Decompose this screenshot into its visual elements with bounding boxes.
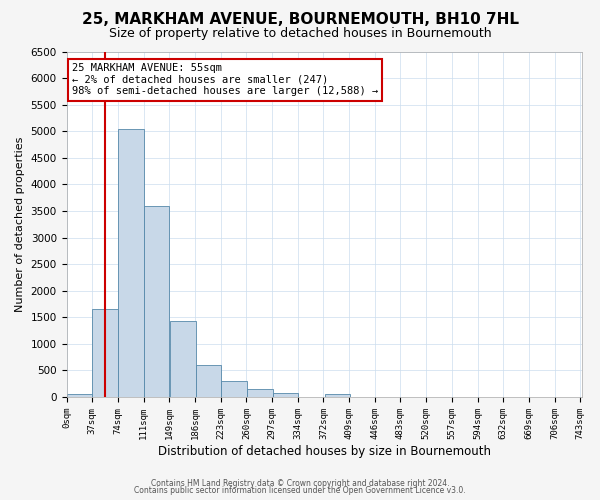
Bar [325, 394, 350, 397]
Bar [92, 310, 118, 397]
Bar [143, 206, 169, 397]
Text: 25, MARKHAM AVENUE, BOURNEMOUTH, BH10 7HL: 25, MARKHAM AVENUE, BOURNEMOUTH, BH10 7H… [82, 12, 518, 28]
Text: 25 MARKHAM AVENUE: 55sqm
← 2% of detached houses are smaller (247)
98% of semi-d: 25 MARKHAM AVENUE: 55sqm ← 2% of detache… [72, 63, 379, 96]
Y-axis label: Number of detached properties: Number of detached properties [15, 136, 25, 312]
Bar [196, 364, 221, 397]
Bar [273, 392, 298, 397]
Bar [118, 128, 143, 397]
Text: Contains public sector information licensed under the Open Government Licence v3: Contains public sector information licen… [134, 486, 466, 495]
Text: Contains HM Land Registry data © Crown copyright and database right 2024.: Contains HM Land Registry data © Crown c… [151, 478, 449, 488]
Bar [170, 322, 196, 397]
Bar [221, 381, 247, 397]
Text: Size of property relative to detached houses in Bournemouth: Size of property relative to detached ho… [109, 28, 491, 40]
Bar [67, 394, 92, 397]
Bar [247, 389, 273, 397]
X-axis label: Distribution of detached houses by size in Bournemouth: Distribution of detached houses by size … [158, 444, 491, 458]
